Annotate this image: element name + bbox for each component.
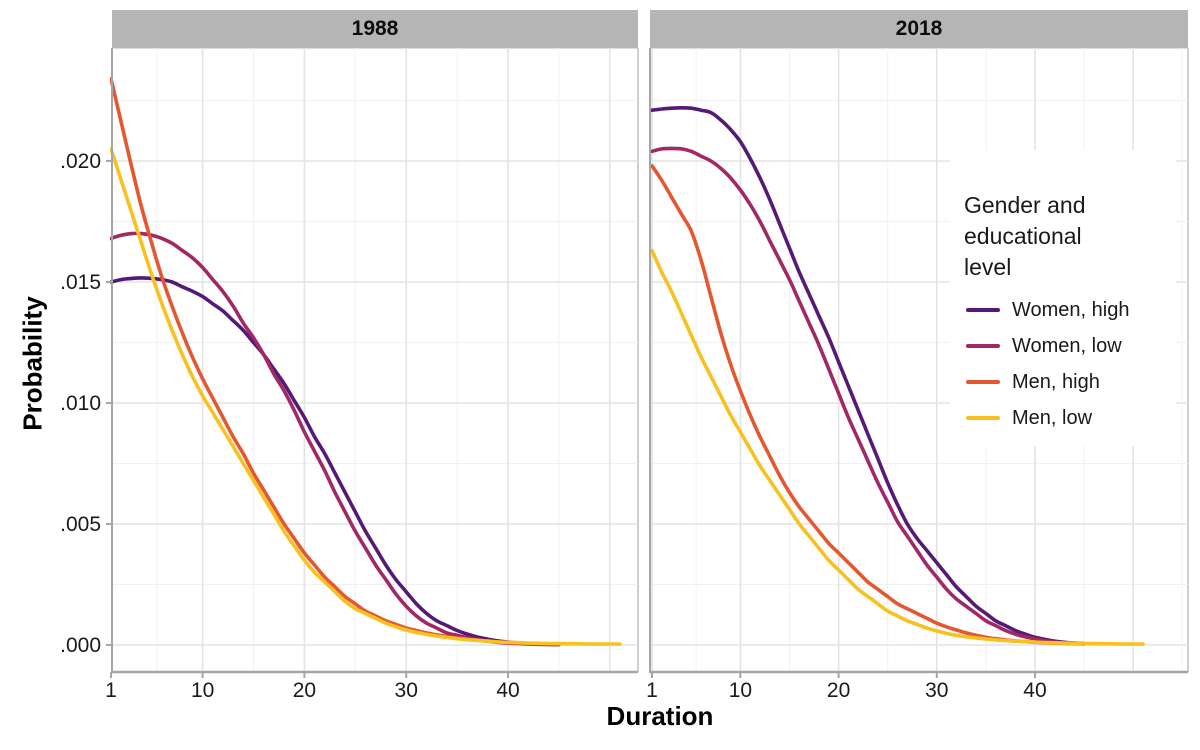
y-tick-label: .000 <box>60 634 101 657</box>
x-tick-label: 10 <box>729 679 752 702</box>
series-line-women-high-2018 <box>650 106 1086 646</box>
legend-item-label: Women, high <box>1012 298 1130 321</box>
legend-item-label: Men, low <box>1012 406 1093 429</box>
x-tick-label: 40 <box>496 679 519 702</box>
legend-item-women-low: Women, low <box>966 334 1122 358</box>
legend-key-line <box>966 416 1000 420</box>
legend-title: Gender and educational level <box>964 190 1085 283</box>
series-line-women-low-1988 <box>110 231 561 647</box>
x-tick-label: 30 <box>925 679 948 702</box>
x-tick-label: 10 <box>191 679 214 702</box>
y-axis-title: Probability <box>17 296 48 431</box>
x-tick-label: 20 <box>293 679 316 702</box>
legend-title-line: Gender and <box>964 192 1086 218</box>
series-line-women-high-1988 <box>110 276 561 647</box>
legend: Gender and educational level Women, high… <box>950 150 1176 446</box>
legend-key-line <box>966 308 1000 312</box>
x-tick-label: 1 <box>105 679 117 702</box>
facet-strip-label: 1988 <box>351 17 399 40</box>
legend-title-line: level <box>964 254 1012 280</box>
x-tick-label: 1 <box>646 679 658 702</box>
legend-item-label: Women, low <box>1012 334 1122 357</box>
y-tick-label: .010 <box>60 392 101 415</box>
facet-strip-2018: 2018 <box>650 10 1188 48</box>
x-tick-label: 20 <box>827 679 850 702</box>
series-line-men-low-2018 <box>650 248 1145 646</box>
series-line-men-low-1988 <box>110 147 622 646</box>
facet-strip-1988: 1988 <box>112 10 638 48</box>
y-tick-label: .020 <box>60 150 101 173</box>
legend-key-line <box>966 344 1000 348</box>
legend-item-label: Men, high <box>1012 370 1100 393</box>
series-line-men-high-1988 <box>110 76 561 646</box>
legend-item-men-low: Men, low <box>966 406 1092 430</box>
x-axis-title: Duration <box>606 701 714 731</box>
legend-title-line: educational <box>964 223 1082 249</box>
x-tick-label: 40 <box>1023 679 1046 702</box>
y-tick-label: .005 <box>60 513 101 536</box>
y-tick-label: .015 <box>60 271 101 294</box>
legend-item-men-high: Men, high <box>966 370 1100 394</box>
facet-strip-label: 2018 <box>895 17 943 40</box>
series-line-women-low-2018 <box>650 146 1086 646</box>
legend-item-women-high: Women, high <box>966 298 1129 322</box>
legend-key-line <box>966 380 1000 384</box>
x-tick-label: 30 <box>395 679 418 702</box>
